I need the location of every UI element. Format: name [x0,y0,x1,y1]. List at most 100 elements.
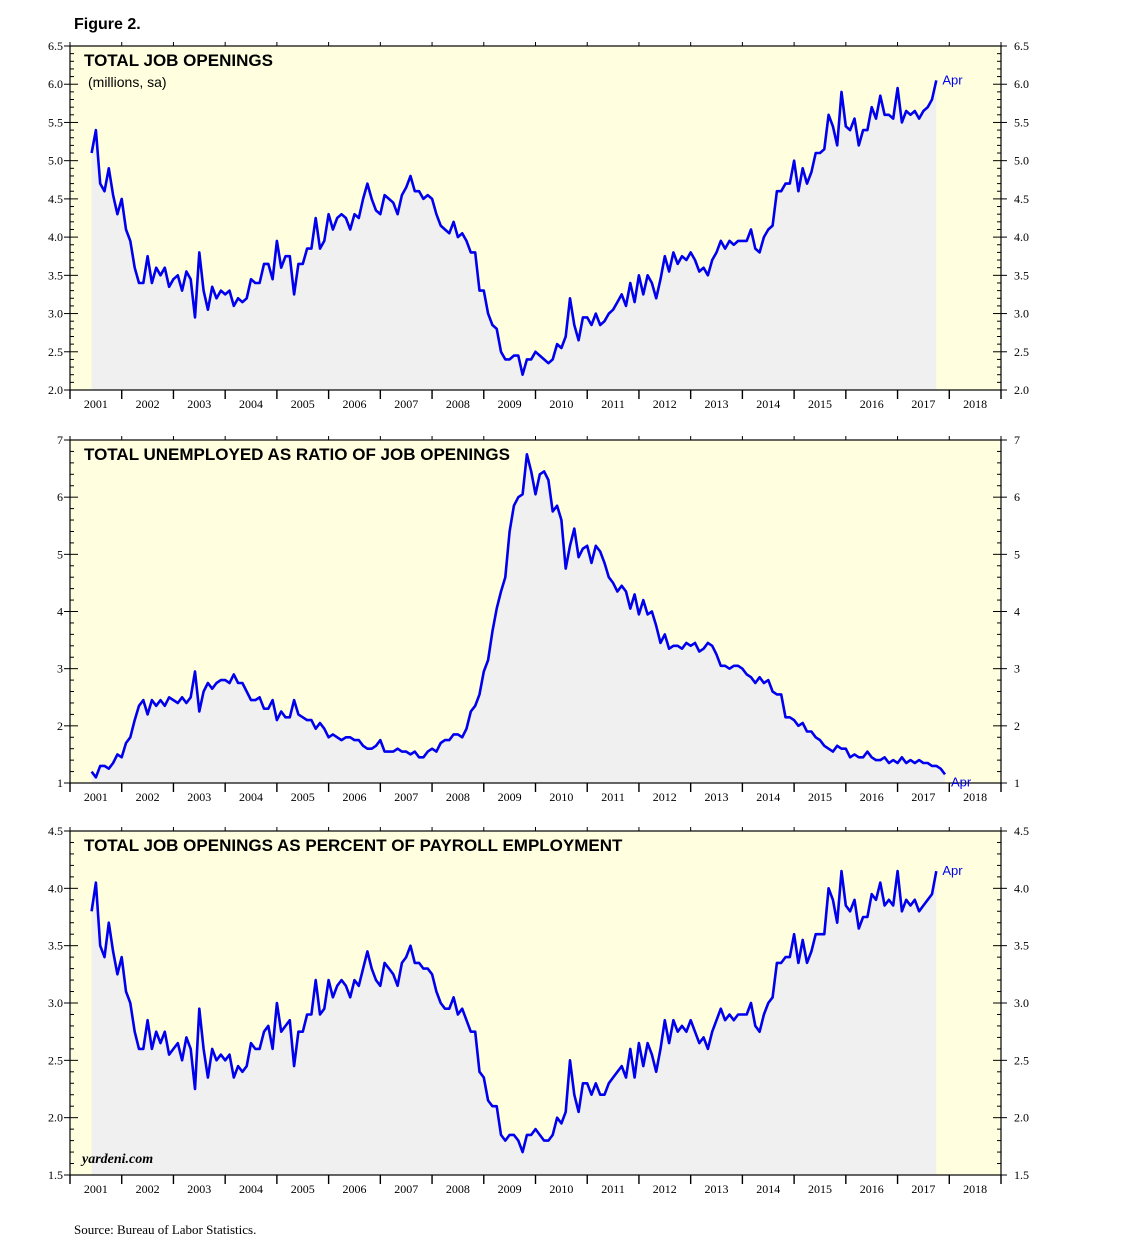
y-tick-label-right: 5.0 [1014,154,1029,168]
x-tick-label: 2011 [601,790,625,804]
y-tick-label-left: 2.5 [48,345,63,359]
panel-title: TOTAL UNEMPLOYED AS RATIO OF JOB OPENING… [84,445,510,464]
x-tick-label: 2007 [394,790,418,804]
x-tick-label: 2018 [963,397,987,411]
panel-title: TOTAL JOB OPENINGS [84,51,273,70]
y-tick-label-left: 4.5 [48,824,63,838]
x-tick-label: 2017 [911,790,935,804]
x-tick-label: 2016 [860,1182,884,1196]
figure-title: Figure 2. [74,16,141,33]
y-tick-label-right: 6.5 [1014,39,1029,53]
y-tick-label-right: 6.0 [1014,77,1029,91]
x-tick-label: 2005 [291,790,315,804]
x-tick-label: 2015 [808,790,832,804]
y-tick-label-left: 5.0 [48,154,63,168]
x-tick-label: 2017 [911,1182,935,1196]
x-tick-label: 2009 [498,397,522,411]
y-tick-label-right: 1 [1014,776,1020,790]
y-tick-label-right: 4 [1014,605,1020,619]
x-tick-label: 2003 [187,790,211,804]
x-tick-label: 2002 [136,397,160,411]
x-tick-label: 2012 [653,1182,677,1196]
x-tick-label: 2010 [549,397,573,411]
x-tick-label: 2011 [601,397,625,411]
x-tick-label: 2013 [705,790,729,804]
x-tick-label: 2004 [239,790,263,804]
series-line [90,80,938,377]
x-tick-label: 2001 [84,1182,108,1196]
y-tick-label-left: 5.5 [48,115,63,129]
watermark: yardeni.com [80,1152,153,1167]
x-tick-label: 2014 [756,1182,780,1196]
y-tick-label-left: 6 [57,490,63,504]
y-tick-label-left: 1.5 [48,1168,63,1182]
x-tick-label: 2002 [136,1182,160,1196]
y-tick-label-left: 2.0 [48,1111,63,1125]
y-tick-label-left: 1 [57,776,63,790]
y-tick-label-left: 2.0 [48,383,63,397]
x-tick-label: 2016 [860,790,884,804]
y-tick-label-left: 7 [57,433,63,447]
y-tick-label-left: 2.5 [48,1053,63,1067]
x-tick-label: 2004 [239,397,263,411]
x-tick-label: 2007 [394,1182,418,1196]
y-tick-label-left: 4.5 [48,192,63,206]
x-tick-label: 2010 [549,1182,573,1196]
end-label: Apr [942,863,963,878]
area-fill [91,454,946,783]
y-tick-label-right: 4.0 [1014,881,1029,895]
x-tick-label: 2002 [136,790,160,804]
x-tick-label: 2008 [446,790,470,804]
x-tick-label: 2011 [601,1182,625,1196]
y-tick-label-left: 3.5 [48,268,63,282]
y-tick-label-right: 2.0 [1014,1111,1029,1125]
panel-title: TOTAL JOB OPENINGS AS PERCENT OF PAYROLL… [84,836,623,855]
end-label: Apr [942,72,963,87]
y-tick-label-right: 2.0 [1014,383,1029,397]
x-tick-label: 2012 [653,397,677,411]
x-tick-label: 2008 [446,1182,470,1196]
y-tick-label-left: 4.0 [48,230,63,244]
series-line [90,869,938,1154]
x-tick-label: 2017 [911,397,935,411]
x-tick-label: 2003 [187,397,211,411]
y-tick-label-right: 1.5 [1014,1168,1029,1182]
chart-openings-pct-payroll: 1.5 1.5 2.0 2.0 2.5 2.5 3.0 3.0 3.5 3.5 4.0 4.0 4.5 4… [48,824,1029,1196]
y-tick-label-right: 4.5 [1014,824,1029,838]
y-tick-label-right: 5.5 [1014,115,1029,129]
y-tick-label-left: 5 [57,547,63,561]
y-tick-label-left: 3.0 [48,307,63,321]
y-tick-label-left: 4.0 [48,881,63,895]
y-tick-label-left: 2 [57,719,63,733]
x-tick-label: 2013 [705,1182,729,1196]
x-tick-label: 2018 [963,790,987,804]
y-tick-label-right: 4.0 [1014,230,1029,244]
chart-total-job-openings: 2.0 2.0 2.5 2.5 3.0 3.0 3.5 3.5 4.0 4.0 4.5 4.5 5.0 5… [48,39,1029,411]
end-label: Apr [951,774,972,789]
x-tick-label: 2006 [342,397,366,411]
series-line [90,452,947,779]
chart-unemployed-ratio: 1 1 2 2 3 3 4 4 5 5 6 6 7 7 2001 2002 2003 2004 2005 2006 20… [57,433,1020,804]
area-fill [91,80,937,391]
x-tick-label: 2009 [498,1182,522,1196]
x-tick-label: 2005 [291,397,315,411]
y-tick-label-right: 2 [1014,719,1020,733]
y-tick-label-right: 3 [1014,662,1020,676]
y-tick-label-right: 2.5 [1014,345,1029,359]
y-tick-label-left: 3.5 [48,939,63,953]
x-tick-label: 2004 [239,1182,263,1196]
x-tick-label: 2015 [808,1182,832,1196]
x-tick-label: 2001 [84,790,108,804]
x-tick-label: 2016 [860,397,884,411]
source-note: Source: Bureau of Labor Statistics. [74,1222,257,1237]
x-tick-label: 2014 [756,397,780,411]
y-tick-label-right: 6 [1014,490,1020,504]
y-tick-label-left: 3 [57,662,63,676]
y-tick-label-right: 3.0 [1014,996,1029,1010]
y-tick-label-right: 3.5 [1014,939,1029,953]
x-tick-label: 2014 [756,790,780,804]
y-tick-label-right: 3.0 [1014,307,1029,321]
panel-subtitle: (millions, sa) [88,74,167,90]
y-tick-label-left: 6.5 [48,39,63,53]
y-tick-label-right: 5 [1014,547,1020,561]
